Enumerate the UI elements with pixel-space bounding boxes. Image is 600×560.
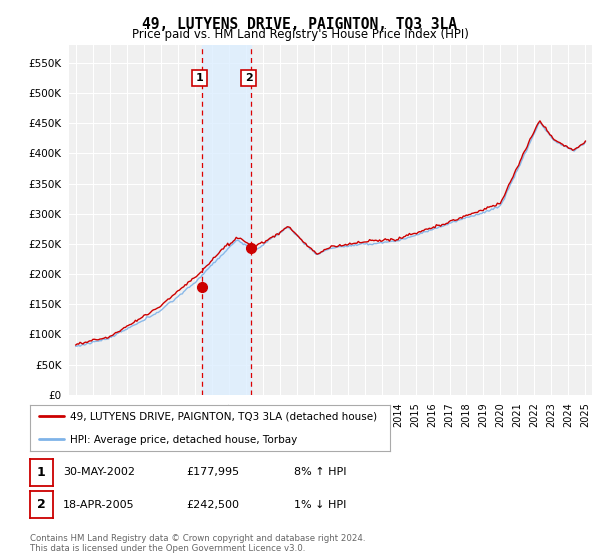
Text: 1% ↓ HPI: 1% ↓ HPI [294, 500, 346, 510]
Text: 49, LUTYENS DRIVE, PAIGNTON, TQ3 3LA (detached house): 49, LUTYENS DRIVE, PAIGNTON, TQ3 3LA (de… [70, 412, 377, 422]
Text: 2: 2 [37, 498, 46, 511]
Text: 18-APR-2005: 18-APR-2005 [63, 500, 134, 510]
Text: 1: 1 [37, 465, 46, 479]
Text: Price paid vs. HM Land Registry's House Price Index (HPI): Price paid vs. HM Land Registry's House … [131, 28, 469, 41]
Text: 8% ↑ HPI: 8% ↑ HPI [294, 467, 347, 477]
Text: HPI: Average price, detached house, Torbay: HPI: Average price, detached house, Torb… [70, 435, 297, 445]
Text: 2: 2 [245, 73, 253, 83]
Text: 49, LUTYENS DRIVE, PAIGNTON, TQ3 3LA: 49, LUTYENS DRIVE, PAIGNTON, TQ3 3LA [143, 17, 458, 32]
Text: 1: 1 [196, 73, 203, 83]
Text: 30-MAY-2002: 30-MAY-2002 [63, 467, 135, 477]
Text: Contains HM Land Registry data © Crown copyright and database right 2024.
This d: Contains HM Land Registry data © Crown c… [30, 534, 365, 553]
Bar [202, 45, 251, 395]
Text: £177,995: £177,995 [186, 467, 239, 477]
Text: £242,500: £242,500 [186, 500, 239, 510]
